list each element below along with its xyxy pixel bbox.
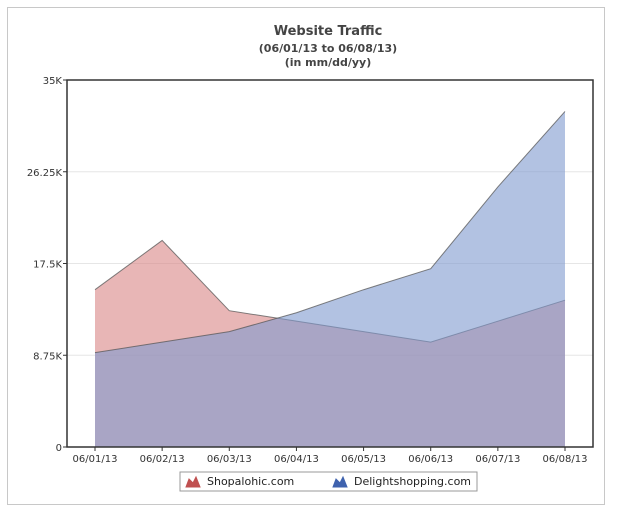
legend-area-icon xyxy=(185,475,201,488)
data-point xyxy=(362,288,365,291)
data-point xyxy=(295,311,298,314)
legend[interactable]: Shopalohic.com Delightshopping.com xyxy=(179,471,478,492)
data-point xyxy=(496,185,499,188)
y-tick-label: 35K xyxy=(43,76,63,87)
x-tick-label: 06/05/13 xyxy=(341,454,386,465)
x-tick-label: 06/04/13 xyxy=(274,454,319,465)
legend-item-label[interactable]: Shopalohic.com xyxy=(207,475,294,488)
y-tick-label: 8.75K xyxy=(33,351,62,362)
legend-box xyxy=(179,471,478,492)
legend-item-label[interactable]: Delightshopping.com xyxy=(354,475,471,488)
data-point xyxy=(94,351,97,354)
data-point xyxy=(429,267,432,270)
data-point xyxy=(161,239,164,242)
plot-areas xyxy=(94,110,567,447)
data-point xyxy=(228,330,231,333)
data-point xyxy=(564,110,567,113)
series-line-1 xyxy=(94,111,566,354)
legend-area-icon xyxy=(332,475,348,488)
x-tick-label: 06/07/13 xyxy=(475,454,520,465)
y-tick-labels: 0 8.75K 17.5K 26.25K 35K xyxy=(27,76,67,454)
x-tick-label: 06/08/13 xyxy=(543,454,588,465)
chart-subtitle-range: (06/01/13 to 06/08/13) xyxy=(259,42,397,55)
y-tick-label: 17.5K xyxy=(33,260,62,271)
chart-subtitle-format: (in mm/dd/yy) xyxy=(285,56,372,69)
chart-title: Website Traffic xyxy=(274,24,383,39)
data-point xyxy=(228,309,231,312)
y-tick-label: 26.25K xyxy=(27,168,63,179)
x-tick-label: 06/06/13 xyxy=(408,454,453,465)
x-tick-label: 06/02/13 xyxy=(140,454,185,465)
x-tick-label: 06/03/13 xyxy=(207,454,252,465)
x-tick-label: 06/01/13 xyxy=(73,454,118,465)
y-tick-label: 0 xyxy=(56,443,62,454)
data-point xyxy=(94,288,97,291)
x-tick-labels: 06/01/13 06/02/13 06/03/13 06/04/13 06/05/13… xyxy=(73,447,588,465)
data-point xyxy=(161,341,164,344)
series-area-1 xyxy=(95,111,565,447)
